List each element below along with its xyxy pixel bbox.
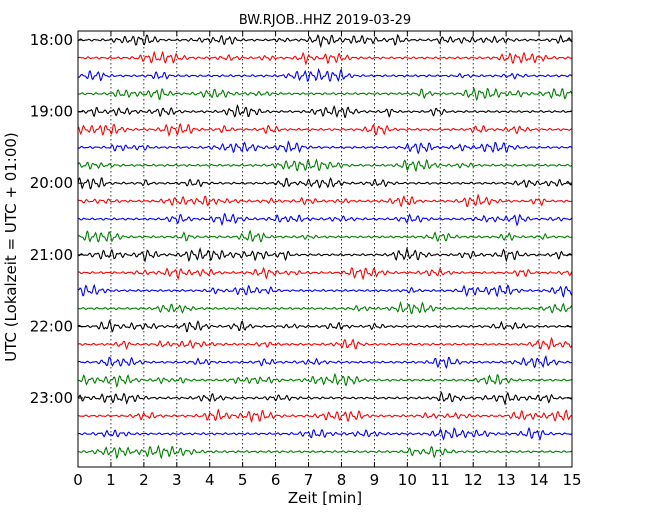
chart-title: BW.RJOB..HHZ 2019-03-29 [239,13,411,28]
x-axis-ticks: 0 1 2 3 4 5 6 7 8 9 10 11 12 13 14 15 [73,31,582,489]
seismic-traces [77,33,573,460]
trace-line [77,354,573,370]
x-tick-label: 3 [172,471,182,489]
trace-line [77,372,573,388]
trace-line [77,246,573,263]
vertical-grid [110,31,540,467]
x-tick-label: 13 [497,471,516,489]
y-tick-label: 19:00 [30,103,73,121]
trace-line [77,408,573,424]
x-tick-label: 5 [238,471,248,489]
x-tick-label: 9 [370,471,380,489]
x-tick-label: 12 [464,471,483,489]
trace-line [77,193,573,208]
trace-line [77,336,573,351]
x-tick-label: 10 [398,471,417,489]
trace-line [77,123,573,137]
x-tick-label: 11 [431,471,450,489]
x-tick-label: 7 [304,471,314,489]
trace-line [77,103,573,118]
y-axis-label: UTC (Lokalzeit = UTC + 01:00) [2,132,20,362]
x-tick-label: 4 [205,471,215,489]
trace-line [77,33,573,49]
trace-line [77,266,573,281]
trace-line [77,50,573,66]
trace-line [77,140,573,155]
x-tick-label: 0 [73,471,83,489]
trace-line [77,300,573,315]
y-tick-label: 22:00 [30,317,73,335]
trace-line [77,283,573,298]
trace-line [77,444,573,460]
x-tick-label: 1 [106,471,116,489]
y-tick-label: 20:00 [30,174,73,192]
trace-line [77,86,573,102]
y-tick-label: 23:00 [30,389,73,407]
trace-line [77,319,573,333]
trace-line [77,177,573,190]
trace-line [77,391,573,406]
x-axis-label: Zeit [min] [288,489,362,507]
trace-line [77,67,573,83]
trace-line [77,212,573,227]
y-tick-label: 21:00 [30,246,73,264]
trace-line [77,229,573,243]
x-tick-label: 14 [530,471,549,489]
x-tick-label: 15 [562,471,581,489]
x-tick-label: 6 [271,471,281,489]
y-axis-ticks: 18:00 19:00 20:00 21:00 22:00 23:00 [30,31,572,407]
x-tick-label: 2 [139,471,149,489]
plot-frame [77,30,573,468]
x-tick-label: 8 [337,471,347,489]
trace-line [77,426,573,441]
y-tick-label: 18:00 [30,31,73,49]
trace-line [77,158,573,173]
